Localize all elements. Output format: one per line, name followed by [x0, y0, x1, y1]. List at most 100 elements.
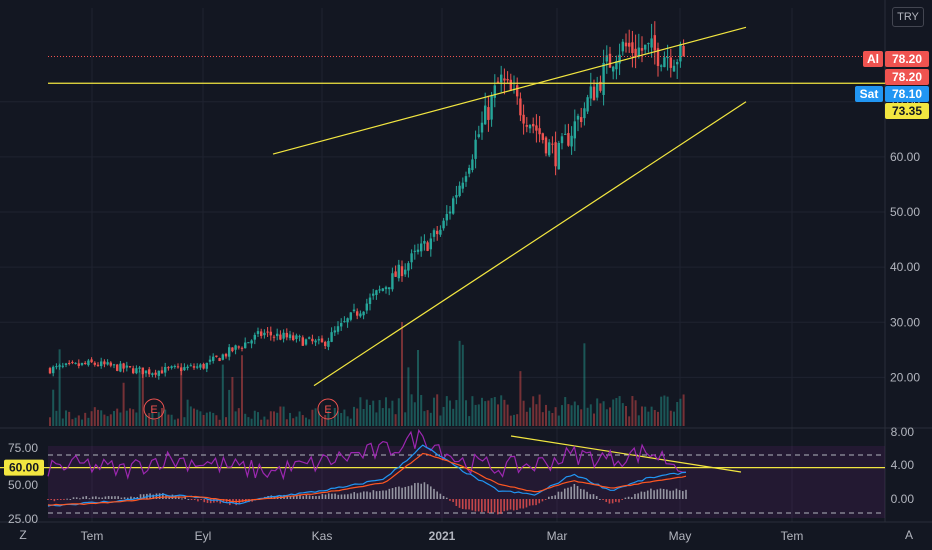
volume-bar [525, 411, 528, 426]
candle-body [263, 332, 266, 336]
histogram-bar [528, 499, 531, 506]
volume-bar [292, 418, 295, 426]
price-badge-tag [855, 86, 883, 102]
histogram-bar [162, 493, 164, 499]
volume-bar [522, 400, 525, 426]
candle-body [429, 238, 432, 250]
histogram-bar [678, 490, 681, 499]
candle-body [250, 340, 253, 344]
currency-button[interactable]: TRY [892, 7, 924, 27]
auto-scale-button[interactable]: A [904, 528, 913, 542]
volume-bar [276, 412, 279, 426]
volume-bar [589, 404, 592, 426]
histogram-bar [445, 497, 448, 499]
candle-body [180, 367, 183, 372]
candle-body [432, 230, 436, 237]
volume-bar [647, 411, 650, 426]
volume-bar [52, 389, 55, 426]
histogram-bar [98, 497, 100, 499]
volume-bar [116, 408, 119, 426]
candle-body [532, 123, 535, 127]
candle-body [381, 288, 384, 291]
volume-bar [183, 417, 186, 426]
volume-bar [455, 400, 458, 426]
histogram-bar [394, 487, 397, 499]
candle-body [525, 125, 528, 127]
histogram-bar [111, 496, 113, 499]
histogram-bar [398, 486, 400, 499]
volume-bar [468, 416, 471, 426]
histogram-bar [359, 492, 362, 499]
candle-body [48, 368, 52, 374]
volume-bar [84, 412, 87, 426]
price-axis-tick: 40.00 [890, 260, 920, 274]
candle-body [436, 230, 439, 235]
candle-body [346, 318, 349, 323]
volume-bar [449, 400, 451, 426]
volume-bar [420, 394, 423, 426]
histogram-bar [59, 499, 62, 500]
trendlines [48, 26, 885, 387]
histogram-bar [209, 499, 212, 504]
volume-bar [519, 371, 522, 426]
volume-bar [375, 412, 378, 426]
histogram-bar [436, 491, 438, 499]
histogram-bar [321, 494, 324, 499]
volume-bar [641, 406, 643, 426]
histogram-bar [343, 494, 346, 499]
price-badge-tag [863, 51, 883, 67]
candle-body [352, 309, 356, 312]
candle-body [301, 337, 304, 346]
volume-bar [484, 401, 487, 426]
volume-bar [583, 343, 586, 426]
candle-body [362, 311, 365, 316]
candle-body [464, 176, 468, 182]
candle-body [138, 367, 141, 369]
candle-body [599, 81, 602, 91]
candle-body [653, 35, 656, 51]
candle-body [109, 362, 112, 366]
histogram-bar [627, 496, 630, 499]
candle-body [253, 334, 256, 340]
histogram-bar [474, 499, 477, 512]
candle-body [407, 263, 410, 271]
candle-body [522, 114, 525, 124]
volume-bar [487, 400, 490, 426]
volume-bar [170, 414, 173, 426]
volume-bar [263, 416, 266, 426]
candle-body [426, 242, 429, 251]
candle-body [583, 108, 586, 119]
histogram-bar [516, 499, 518, 511]
volume-bar [625, 405, 627, 426]
volume-bar [618, 396, 621, 426]
volume-bar [241, 355, 243, 426]
volume-bar [289, 412, 291, 426]
histogram-bar [200, 499, 202, 500]
zoom-button[interactable]: Z [19, 528, 27, 542]
volume-bar [346, 416, 349, 426]
volume-bar [397, 398, 400, 426]
volume-bar [532, 396, 535, 426]
volume-bar [308, 419, 311, 426]
candle-body [576, 115, 580, 120]
volume-bar [135, 412, 138, 426]
volume-bar [301, 415, 304, 426]
volume-bar [353, 406, 355, 426]
candle-body [682, 45, 685, 57]
volume-bar [474, 404, 477, 426]
histogram-bar [548, 496, 550, 499]
volume-bars [49, 321, 685, 426]
histogram-bar [618, 499, 620, 503]
volume-bar [410, 394, 413, 426]
histogram-bar [101, 497, 104, 499]
volume-bar [266, 419, 269, 426]
histogram-bar [522, 499, 525, 509]
candle-body [340, 323, 343, 327]
price-badge [885, 69, 929, 85]
volume-bar [189, 406, 192, 426]
volume-bar [113, 411, 115, 426]
volume-bar [673, 411, 675, 426]
histogram-bar [420, 483, 423, 499]
candle-body [631, 42, 634, 54]
